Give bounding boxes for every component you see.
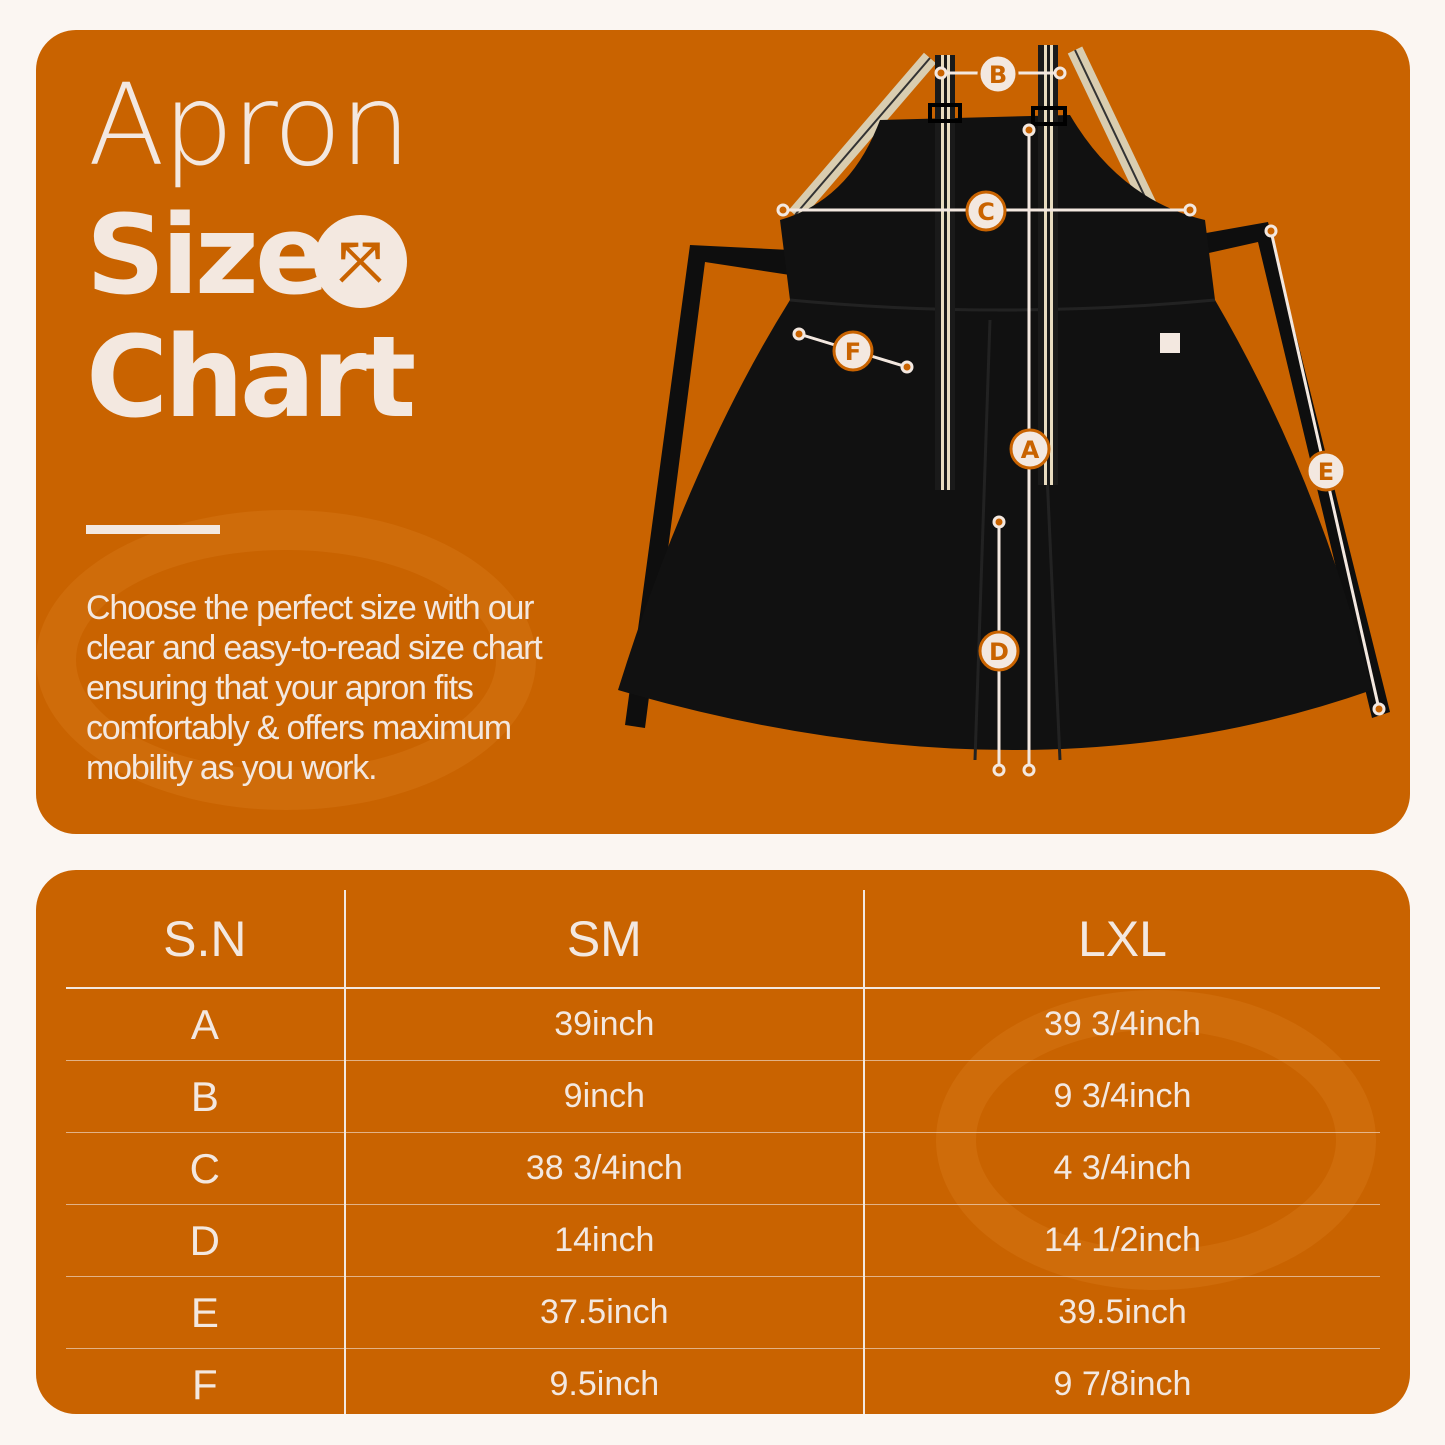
cell-lxl: 39 3/4inch <box>863 988 1380 1061</box>
table-row: F 9.5inch 9 7/8inch <box>66 1348 1380 1414</box>
cell-sn: F <box>66 1348 346 1414</box>
expand-arrows-icon: ⤧ <box>314 215 407 308</box>
table-row: D 14inch 14 1/2inch <box>66 1204 1380 1277</box>
svg-text:B: B <box>989 61 1007 89</box>
badge-f: F <box>832 330 874 372</box>
table-row: A 39inch 39 3/4inch <box>66 988 1380 1061</box>
cell-lxl: 9 7/8inch <box>1053 1365 1192 1403</box>
divider <box>86 525 220 534</box>
cell-sm: 38 3/4inch <box>344 1132 865 1205</box>
title-apron: Apron <box>88 61 411 191</box>
size-table-card: S.N SM LXL A 39inch 39 3/4inch B 9inch 9 3/4… <box>36 870 1410 1414</box>
header-sn: S.N <box>66 890 346 989</box>
svg-text:D: D <box>989 638 1009 666</box>
apron-diagram: B C A D E F <box>618 45 1390 777</box>
table-row: B 9inch 9 3/4inch <box>66 1060 1380 1133</box>
title-chart: Chart <box>86 313 416 443</box>
header-sm: SM <box>344 890 865 989</box>
cell-sm: 9inch <box>344 1060 865 1133</box>
cell-lxl: 39.5inch <box>863 1276 1380 1349</box>
svg-text:E: E <box>1318 458 1334 486</box>
title-size: Size <box>86 191 330 319</box>
header-lxl: LXL <box>863 890 1380 989</box>
table-row: E 37.5inch 39.5inch <box>66 1276 1380 1349</box>
hero-card: Apron Size ⤧ Chart Choose the perfect si… <box>36 30 1410 834</box>
badge-a: A <box>1009 428 1051 470</box>
svg-text:A: A <box>1021 436 1040 464</box>
badge-e: E <box>1305 450 1347 492</box>
cell-sn: D <box>66 1204 346 1277</box>
description: Choose the perfect size with our clear a… <box>86 589 543 787</box>
svg-text:C: C <box>977 198 995 226</box>
cell-sm: 37.5inch <box>344 1276 865 1349</box>
badge-d: D <box>978 630 1020 672</box>
measurement-badges: B C A D E F <box>832 53 1347 672</box>
measurement-endpoints <box>776 66 1386 777</box>
cell-sn: B <box>66 1060 346 1133</box>
cell-sn: C <box>66 1132 346 1205</box>
svg-text:F: F <box>845 338 861 366</box>
cell-sn: A <box>66 988 346 1061</box>
cell-sm: 39inch <box>344 988 865 1061</box>
cell-sm: 14inch <box>344 1204 865 1277</box>
badge-b: B <box>977 53 1019 95</box>
table-row: C 38 3/4inch 4 3/4inch <box>66 1132 1380 1205</box>
cell-sm: 9.5inch <box>344 1348 865 1414</box>
table-header-row: S.N SM LXL <box>66 890 1380 989</box>
cell-lxl: 4 3/4inch <box>863 1132 1380 1205</box>
cell-lxl: 14 1/2inch <box>863 1204 1380 1277</box>
badge-c: C <box>965 190 1007 232</box>
cell-lxl: 9 3/4inch <box>863 1060 1380 1133</box>
cell-sn: E <box>66 1276 346 1349</box>
size-table: S.N SM LXL A 39inch 39 3/4inch B 9inch 9 3/4… <box>66 890 1380 1414</box>
